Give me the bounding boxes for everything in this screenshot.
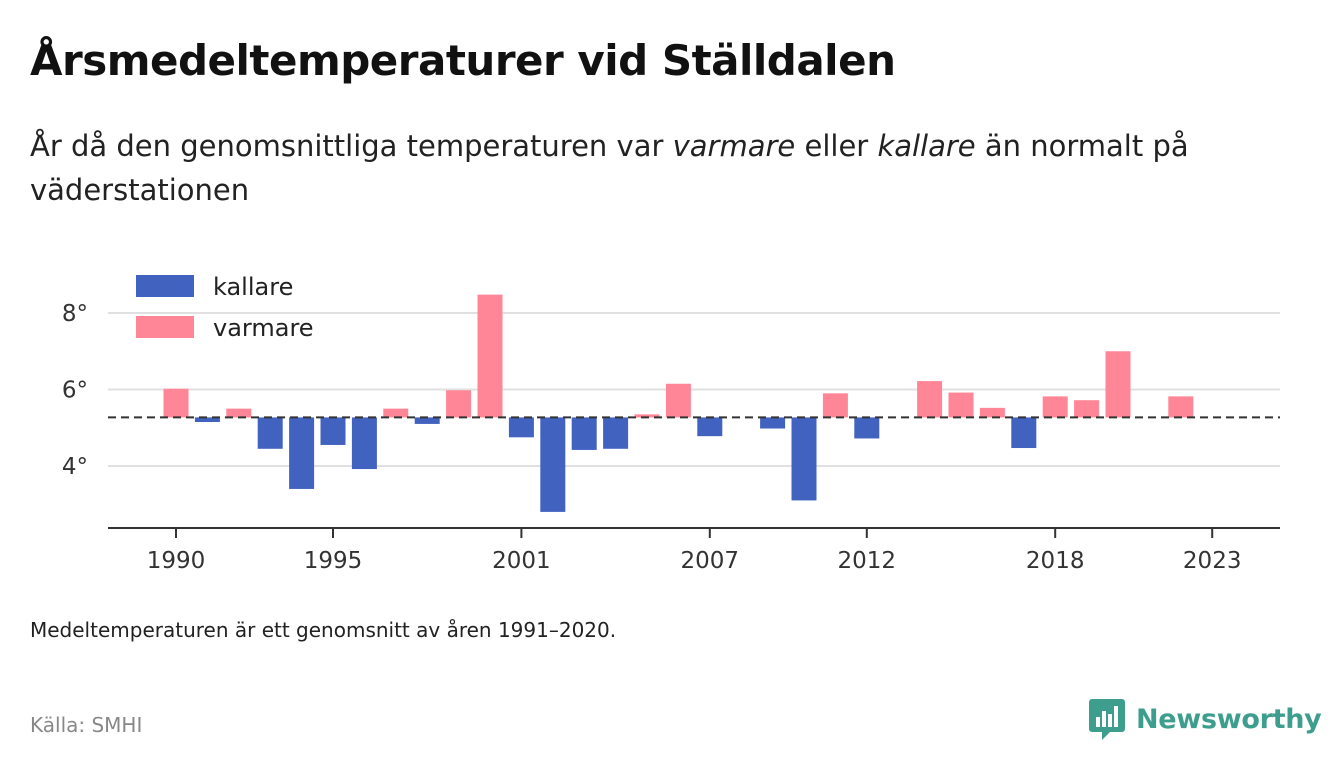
bar-1993 xyxy=(257,417,283,449)
x-tick-label: 2023 xyxy=(1183,548,1242,574)
bar-2010 xyxy=(791,417,817,501)
page-subtitle: År då den genomsnittliga temperaturen va… xyxy=(30,124,1300,212)
subtitle-text-1: År då den genomsnittliga temperaturen va… xyxy=(30,129,673,163)
bar-2009 xyxy=(760,417,786,429)
bar-1991 xyxy=(194,417,220,423)
legend-label-kallare: kallare xyxy=(213,273,293,301)
x-tick-label: 2007 xyxy=(681,548,740,574)
bar-2017 xyxy=(1011,417,1037,449)
bar-2015 xyxy=(948,392,974,418)
bar-2011 xyxy=(822,393,848,418)
legend-swatch-kallare xyxy=(136,275,194,297)
bar-2020 xyxy=(1105,351,1131,418)
bar-1998 xyxy=(414,417,440,424)
bar-2006 xyxy=(665,383,691,418)
bar-2022 xyxy=(1168,396,1194,418)
footnote: Medeltemperaturen är ett genomsnitt av å… xyxy=(30,618,617,642)
x-tick-label: 2001 xyxy=(492,548,551,574)
source-credit: Källa: SMHI xyxy=(30,713,143,737)
legend-swatch-varmare xyxy=(136,316,194,338)
subtitle-warmer: varmare xyxy=(672,129,796,163)
x-tick-label: 1990 xyxy=(147,548,206,574)
bar-2012 xyxy=(854,417,880,439)
bar-2014 xyxy=(917,381,943,418)
bar-1992 xyxy=(226,408,252,418)
y-tick-label: 4° xyxy=(62,454,88,480)
bar-2018 xyxy=(1042,396,1068,418)
bar-1994 xyxy=(289,417,315,489)
brand-name: Newsworthy xyxy=(1136,703,1322,735)
page-title: Årsmedeltemperaturer vid Ställdalen xyxy=(30,36,896,85)
legend-label-varmare: varmare xyxy=(213,314,314,342)
bar-1990 xyxy=(163,388,189,418)
bar-2005 xyxy=(634,414,660,418)
temperature-bar-chart: 4° 6° 8° 1990 1995 2001 2007 2012 2018 2023 kallar… xyxy=(62,273,1280,574)
x-tick-label: 2018 xyxy=(1026,548,1085,574)
bar-2004 xyxy=(603,417,629,449)
y-tick-label: 8° xyxy=(62,301,88,327)
bar-1995 xyxy=(320,417,346,445)
x-tick-label: 1995 xyxy=(304,548,363,574)
y-tick-label: 6° xyxy=(62,378,88,404)
bar-2016 xyxy=(979,407,1005,418)
bar-2007 xyxy=(697,417,723,437)
bar-1999 xyxy=(446,390,472,418)
bar-2001 xyxy=(508,417,534,438)
bar-2000 xyxy=(477,294,503,418)
bar-2002 xyxy=(540,417,566,512)
subtitle-colder: kallare xyxy=(877,129,976,163)
bar-2003 xyxy=(571,417,597,450)
bar-chart-speech-bubble-icon xyxy=(1089,699,1125,740)
bar-1996 xyxy=(351,417,377,470)
bar-2019 xyxy=(1074,400,1100,418)
bar-1997 xyxy=(383,408,409,418)
subtitle-text-3: än normalt på väderstationen xyxy=(30,129,1189,207)
subtitle-text-2: eller xyxy=(795,129,878,163)
x-tick-label: 2012 xyxy=(838,548,897,574)
brand-logo: Newsworthy xyxy=(1088,697,1322,741)
